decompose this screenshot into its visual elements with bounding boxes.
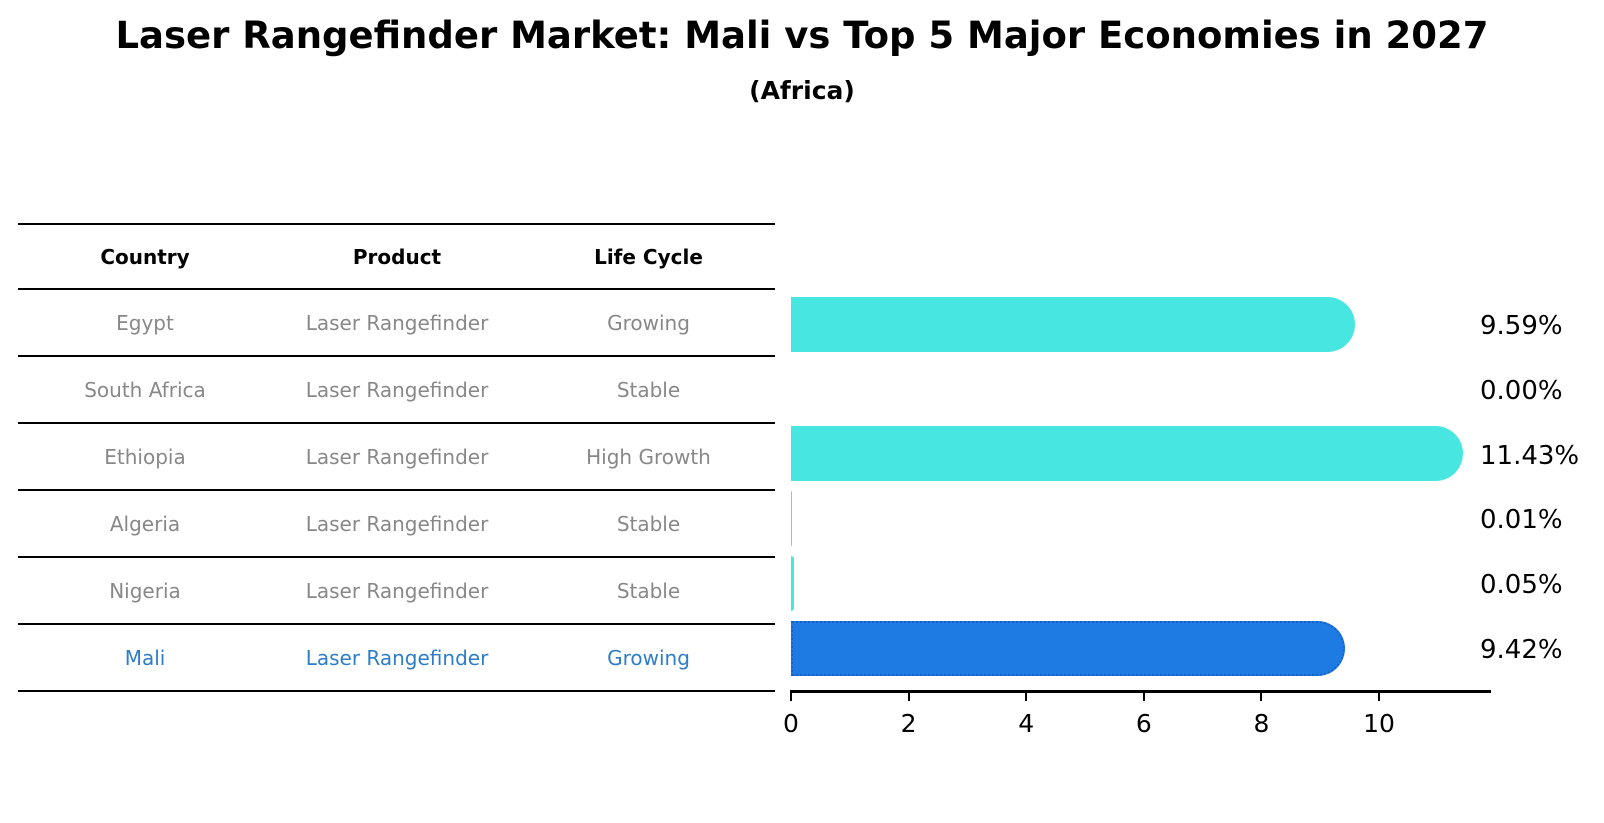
value-label-nigeria: 0.05% [1480, 570, 1563, 601]
x-axis-tick [1260, 690, 1263, 701]
x-axis-tick-label: 10 [1363, 709, 1395, 738]
cell-life-cycle: Growing [607, 645, 690, 670]
value-label-egypt: 9.59% [1480, 311, 1563, 341]
cell-product: Laser Rangefinder [305, 310, 489, 335]
x-axis-tick [1025, 690, 1028, 701]
column-header-country: Country [100, 244, 190, 269]
cell-life-cycle: Stable [616, 377, 681, 402]
cell-life-cycle: Stable [616, 578, 681, 603]
cell-product: Laser Rangefinder [305, 511, 489, 536]
cell-life-cycle: High Growth [586, 444, 711, 469]
value-label-algeria: 0.01% [1480, 505, 1563, 536]
table-row-egypt: Egypt Laser Rangefinder Growing [18, 290, 775, 357]
table-row-mali: Mali Laser Rangefinder Growing [18, 625, 775, 692]
cell-life-cycle: Growing [607, 310, 690, 335]
table-row-south-africa: South Africa Laser Rangefinder Stable [18, 357, 775, 424]
cell-country: Algeria [109, 511, 181, 536]
value-label-mali: 9.42% [1480, 635, 1563, 665]
table-row-ethiopia: Ethiopia Laser Rangefinder High Growth [18, 424, 775, 491]
x-axis-tick-label: 6 [1135, 709, 1152, 738]
value-label-south-africa: 0.00% [1480, 375, 1563, 406]
cell-country: South Africa [84, 377, 206, 402]
cell-product: Laser Rangefinder [305, 377, 489, 402]
x-axis-tick-label: 8 [1253, 709, 1270, 738]
column-header-product: Product [352, 244, 442, 269]
x-axis-tick [907, 690, 910, 701]
column-header-life-cycle: Life Cycle [594, 244, 703, 269]
x-axis-tick-label: 2 [900, 709, 917, 738]
cell-life-cycle: Stable [616, 511, 681, 536]
table-row-nigeria: Nigeria Laser Rangefinder Stable [18, 558, 775, 625]
cell-country: Mali [124, 645, 166, 670]
value-label-ethiopia: 11.43% [1480, 440, 1580, 471]
bar-nigeria [791, 555, 794, 611]
chart-subtitle: (Africa) [749, 76, 855, 105]
country-info-table: Country Product Life Cycle Egypt Laser R… [18, 223, 775, 692]
x-axis-tick-label: 4 [1018, 709, 1035, 738]
x-axis-line [790, 690, 1491, 693]
cell-country: Nigeria [109, 578, 181, 603]
x-axis-tick-label: 0 [783, 709, 799, 738]
cell-country: Ethiopia [104, 444, 186, 469]
x-axis-tick [1378, 690, 1380, 701]
cell-product: Laser Rangefinder [305, 444, 489, 469]
x-axis-tick [790, 690, 792, 701]
x-axis-tick [1142, 690, 1145, 701]
bar-algeria [791, 490, 792, 546]
cell-product: Laser Rangefinder [305, 645, 489, 670]
bar-egypt [791, 296, 1355, 352]
chart-title: Laser Rangefinder Market: Mali vs Top 5 … [115, 14, 1489, 57]
cell-country: Egypt [116, 310, 174, 335]
cell-product: Laser Rangefinder [305, 578, 489, 603]
table-row-algeria: Algeria Laser Rangefinder Stable [18, 491, 775, 558]
table-header-row: Country Product Life Cycle [18, 225, 775, 290]
bar-ethiopia [791, 426, 1464, 482]
bar-mali [791, 620, 1345, 676]
